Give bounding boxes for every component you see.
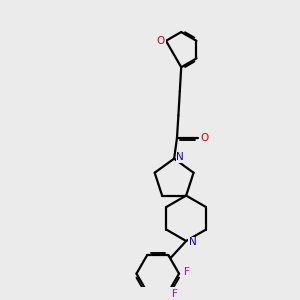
Text: F: F [172,289,178,298]
Text: O: O [200,133,208,143]
Text: N: N [176,152,184,162]
Text: O: O [157,36,165,46]
Text: N: N [188,237,196,248]
Text: F: F [184,267,190,277]
